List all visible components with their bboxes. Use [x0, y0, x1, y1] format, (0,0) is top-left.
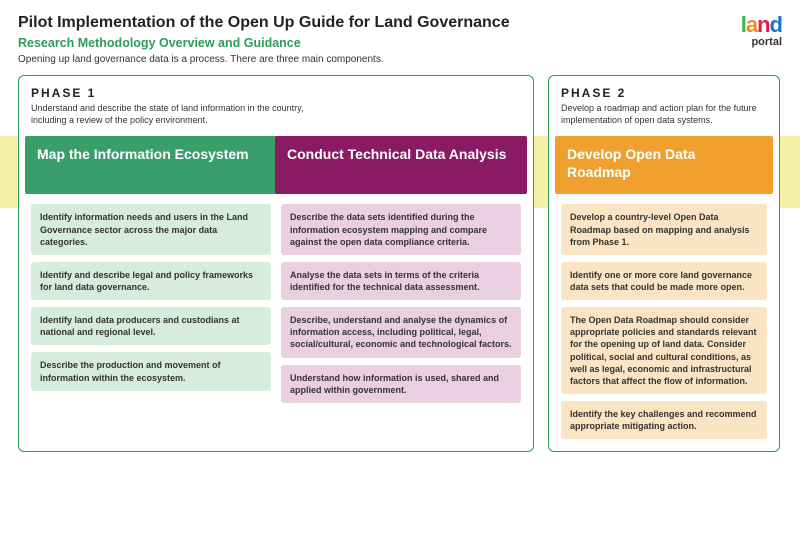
map-item: Identify information needs and users in …	[31, 204, 271, 254]
phase-2-desc: Develop a roadmap and action plan for th…	[561, 103, 767, 126]
logo-letter: a	[746, 14, 757, 36]
logo-letter: d	[770, 14, 782, 36]
map-item: Describe the production and movement of …	[31, 352, 271, 390]
phase-1-columns: Map the Information Ecosystem Identify i…	[31, 136, 521, 402]
map-item: Identify land data producers and custodi…	[31, 307, 271, 345]
column-roadmap: Develop Open Data Roadmap Develop a coun…	[561, 136, 767, 439]
phase-2-box: PHASE 2 Develop a roadmap and action pla…	[548, 75, 780, 452]
phase-1-label: PHASE 1	[31, 86, 521, 100]
header: Pilot Implementation of the Open Up Guid…	[18, 14, 782, 65]
roadmap-item: The Open Data Roadmap should consider ap…	[561, 307, 767, 394]
phase-2-label: PHASE 2	[561, 86, 767, 100]
analysis-item: Analyse the data sets in terms of the cr…	[281, 262, 521, 300]
analysis-item: Describe the data sets identified during…	[281, 204, 521, 254]
logo-word: land	[741, 14, 782, 36]
column-roadmap-body: Develop a country-level Open Data Roadma…	[561, 204, 767, 439]
arrow-head	[790, 136, 800, 208]
page-subtitle: Research Methodology Overview and Guidan…	[18, 36, 782, 50]
roadmap-item: Develop a country-level Open Data Roadma…	[561, 204, 767, 254]
analysis-item: Understand how information is used, shar…	[281, 365, 521, 403]
column-analysis-header: Conduct Technical Data Analysis	[275, 136, 527, 194]
phase-2-columns: Develop Open Data Roadmap Develop a coun…	[561, 136, 767, 439]
phase-1-desc: Understand and describe the state of lan…	[31, 103, 331, 126]
column-analysis: Conduct Technical Data Analysis Describe…	[281, 136, 521, 402]
phases-row: PHASE 1 Understand and describe the stat…	[18, 75, 782, 452]
column-map-header: Map the Information Ecosystem	[25, 136, 277, 194]
map-item: Identify and describe legal and policy f…	[31, 262, 271, 300]
page-description: Opening up land governance data is a pro…	[18, 54, 782, 65]
roadmap-item: Identify one or more core land governanc…	[561, 262, 767, 300]
brand-logo: land portal	[741, 14, 782, 48]
analysis-item: Describe, understand and analyse the dyn…	[281, 307, 521, 357]
page-title: Pilot Implementation of the Open Up Guid…	[18, 14, 782, 32]
logo-letter: n	[757, 14, 769, 36]
roadmap-item: Identify the key challenges and recommen…	[561, 401, 767, 439]
column-map: Map the Information Ecosystem Identify i…	[31, 136, 271, 402]
column-analysis-body: Describe the data sets identified during…	[281, 204, 521, 402]
column-map-body: Identify information needs and users in …	[31, 204, 271, 390]
column-roadmap-header: Develop Open Data Roadmap	[555, 136, 773, 194]
phase-1-box: PHASE 1 Understand and describe the stat…	[18, 75, 534, 452]
logo-subtext: portal	[741, 37, 782, 48]
